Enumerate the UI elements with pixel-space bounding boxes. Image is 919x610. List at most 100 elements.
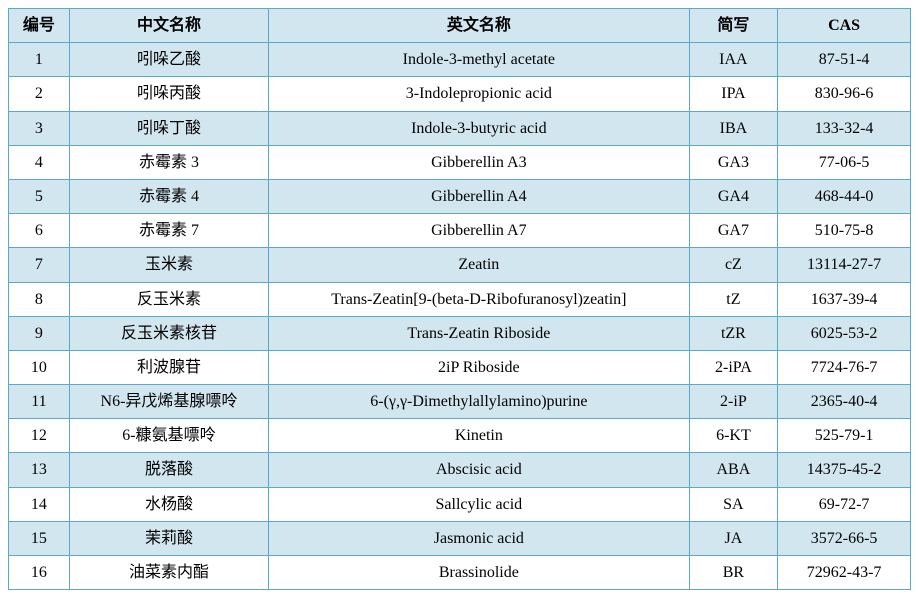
cell-abbr: BR <box>689 556 778 590</box>
cell-cn: 6-糠氨基嘌呤 <box>69 419 268 453</box>
cell-cn: 玉米素 <box>69 248 268 282</box>
cell-num: 4 <box>9 145 70 179</box>
cell-cn: 赤霉素 7 <box>69 214 268 248</box>
cell-abbr: GA4 <box>689 179 778 213</box>
cell-num: 16 <box>9 556 70 590</box>
cell-en: Trans-Zeatin Riboside <box>269 316 690 350</box>
cell-abbr: tZ <box>689 282 778 316</box>
cell-cas: 1637-39-4 <box>778 282 911 316</box>
cell-abbr: tZR <box>689 316 778 350</box>
table-row: 11 N6-异戊烯基腺嘌呤 6-(γ,γ-Dimethylallylamino)… <box>9 385 911 419</box>
cell-cn: 脱落酸 <box>69 453 268 487</box>
table-row: 14 水杨酸 Sallcylic acid SA 69-72-7 <box>9 487 911 521</box>
cell-en: Gibberellin A7 <box>269 214 690 248</box>
cell-cn: 吲哚丁酸 <box>69 111 268 145</box>
table-header-row: 编号 中文名称 英文名称 简写 CAS <box>9 9 911 43</box>
col-header-num: 编号 <box>9 9 70 43</box>
cell-cn: 赤霉素 4 <box>69 179 268 213</box>
cell-cn: 赤霉素 3 <box>69 145 268 179</box>
cell-en: Kinetin <box>269 419 690 453</box>
table-row: 10 利波腺苷 2iP Riboside 2-iPA 7724-76-7 <box>9 350 911 384</box>
cell-en: Indole-3-butyric acid <box>269 111 690 145</box>
cell-cas: 14375-45-2 <box>778 453 911 487</box>
cell-abbr: 6-KT <box>689 419 778 453</box>
cell-abbr: IAA <box>689 43 778 77</box>
col-header-cn: 中文名称 <box>69 9 268 43</box>
cell-en: Indole-3-methyl acetate <box>269 43 690 77</box>
cell-en: Trans-Zeatin[9-(beta-D-Ribofuranosyl)zea… <box>269 282 690 316</box>
cell-num: 14 <box>9 487 70 521</box>
col-header-cas: CAS <box>778 9 911 43</box>
table-row: 3 吲哚丁酸 Indole-3-butyric acid IBA 133-32-… <box>9 111 911 145</box>
cell-abbr: JA <box>689 521 778 555</box>
cell-en: Jasmonic acid <box>269 521 690 555</box>
cell-abbr: cZ <box>689 248 778 282</box>
cell-cas: 13114-27-7 <box>778 248 911 282</box>
cell-num: 8 <box>9 282 70 316</box>
cell-num: 11 <box>9 385 70 419</box>
cell-num: 5 <box>9 179 70 213</box>
col-header-en: 英文名称 <box>269 9 690 43</box>
cell-cas: 3572-66-5 <box>778 521 911 555</box>
cell-cn: 反玉米素 <box>69 282 268 316</box>
cell-abbr: 2-iPA <box>689 350 778 384</box>
cell-num: 13 <box>9 453 70 487</box>
cell-cas: 133-32-4 <box>778 111 911 145</box>
cell-abbr: ABA <box>689 453 778 487</box>
cell-cas: 830-96-6 <box>778 77 911 111</box>
cell-num: 9 <box>9 316 70 350</box>
table-body: 1 吲哚乙酸 Indole-3-methyl acetate IAA 87-51… <box>9 43 911 590</box>
cell-num: 7 <box>9 248 70 282</box>
cell-num: 3 <box>9 111 70 145</box>
cell-cas: 468-44-0 <box>778 179 911 213</box>
table-row: 9 反玉米素核苷 Trans-Zeatin Riboside tZR 6025-… <box>9 316 911 350</box>
col-header-abbr: 简写 <box>689 9 778 43</box>
cell-num: 12 <box>9 419 70 453</box>
cell-abbr: IPA <box>689 77 778 111</box>
cell-abbr: SA <box>689 487 778 521</box>
cell-cas: 69-72-7 <box>778 487 911 521</box>
cell-cas: 77-06-5 <box>778 145 911 179</box>
cell-cas: 87-51-4 <box>778 43 911 77</box>
table-row: 13 脱落酸 Abscisic acid ABA 14375-45-2 <box>9 453 911 487</box>
table-row: 16 油菜素内酯 Brassinolide BR 72962-43-7 <box>9 556 911 590</box>
table-row: 5 赤霉素 4 Gibberellin A4 GA4 468-44-0 <box>9 179 911 213</box>
table-row: 2 吲哚丙酸 3-Indolepropionic acid IPA 830-96… <box>9 77 911 111</box>
table-row: 6 赤霉素 7 Gibberellin A7 GA7 510-75-8 <box>9 214 911 248</box>
table-row: 12 6-糠氨基嘌呤 Kinetin 6-KT 525-79-1 <box>9 419 911 453</box>
table-row: 4 赤霉素 3 Gibberellin A3 GA3 77-06-5 <box>9 145 911 179</box>
cell-abbr: GA3 <box>689 145 778 179</box>
cell-en: Gibberellin A4 <box>269 179 690 213</box>
cell-cas: 7724-76-7 <box>778 350 911 384</box>
cell-cas: 6025-53-2 <box>778 316 911 350</box>
cell-num: 10 <box>9 350 70 384</box>
table-row: 8 反玉米素 Trans-Zeatin[9-(beta-D-Ribofurano… <box>9 282 911 316</box>
cell-cas: 510-75-8 <box>778 214 911 248</box>
cell-cn: 茉莉酸 <box>69 521 268 555</box>
cell-cn: N6-异戊烯基腺嘌呤 <box>69 385 268 419</box>
cell-cn: 吲哚丙酸 <box>69 77 268 111</box>
cell-abbr: IBA <box>689 111 778 145</box>
cell-en: 6-(γ,γ-Dimethylallylamino)purine <box>269 385 690 419</box>
cell-cn: 油菜素内酯 <box>69 556 268 590</box>
cell-en: Gibberellin A3 <box>269 145 690 179</box>
table-row: 1 吲哚乙酸 Indole-3-methyl acetate IAA 87-51… <box>9 43 911 77</box>
hormone-table: 编号 中文名称 英文名称 简写 CAS 1 吲哚乙酸 Indole-3-meth… <box>8 8 911 590</box>
cell-en: Zeatin <box>269 248 690 282</box>
cell-num: 1 <box>9 43 70 77</box>
cell-en: Brassinolide <box>269 556 690 590</box>
cell-en: 3-Indolepropionic acid <box>269 77 690 111</box>
cell-cn: 水杨酸 <box>69 487 268 521</box>
cell-num: 15 <box>9 521 70 555</box>
cell-num: 6 <box>9 214 70 248</box>
table-row: 7 玉米素 Zeatin cZ 13114-27-7 <box>9 248 911 282</box>
cell-cas: 2365-40-4 <box>778 385 911 419</box>
cell-cn: 反玉米素核苷 <box>69 316 268 350</box>
cell-num: 2 <box>9 77 70 111</box>
table-row: 15 茉莉酸 Jasmonic acid JA 3572-66-5 <box>9 521 911 555</box>
cell-cn: 利波腺苷 <box>69 350 268 384</box>
cell-en: Abscisic acid <box>269 453 690 487</box>
cell-abbr: 2-iP <box>689 385 778 419</box>
cell-abbr: GA7 <box>689 214 778 248</box>
cell-cas: 525-79-1 <box>778 419 911 453</box>
